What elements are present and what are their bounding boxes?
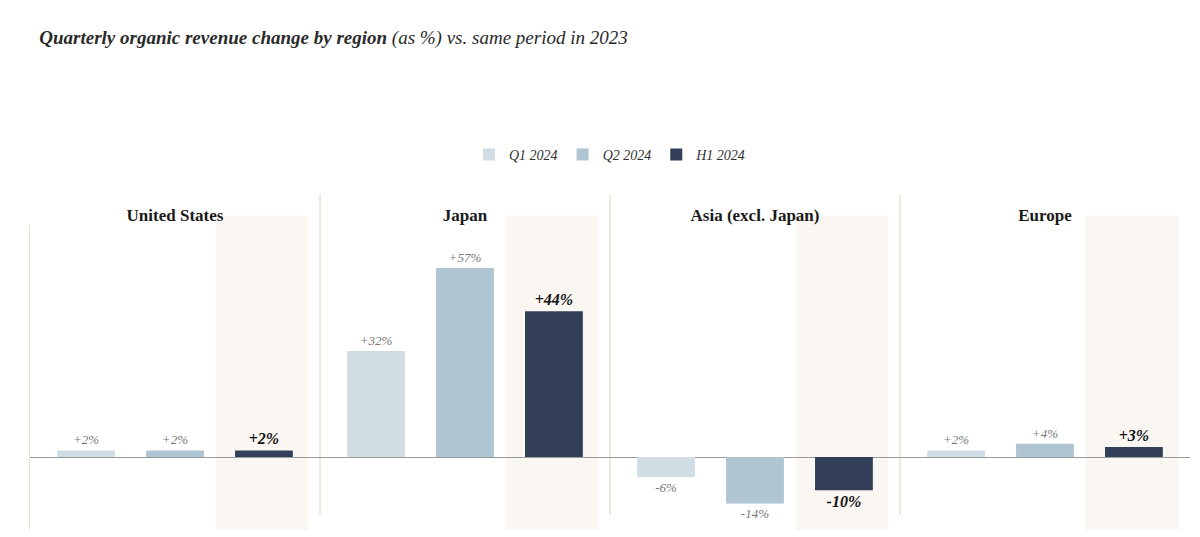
svg-text:Q2 2024: Q2 2024 bbox=[603, 148, 652, 163]
svg-text:+2%: +2% bbox=[73, 432, 99, 447]
svg-text:Europe: Europe bbox=[1018, 206, 1072, 225]
svg-text:Japan: Japan bbox=[443, 206, 488, 225]
svg-text:United States: United States bbox=[127, 206, 224, 225]
svg-text:+2%: +2% bbox=[943, 432, 969, 447]
svg-text:+32%: +32% bbox=[360, 333, 393, 348]
svg-text:+4%: +4% bbox=[1032, 426, 1058, 441]
svg-text:+2%: +2% bbox=[162, 432, 188, 447]
svg-text:-10%: -10% bbox=[827, 493, 862, 510]
svg-text:Quarterly organic revenue chan: Quarterly organic revenue change by regi… bbox=[39, 27, 627, 49]
svg-text:-6%: -6% bbox=[655, 480, 677, 495]
svg-text:+44%: +44% bbox=[535, 291, 573, 308]
svg-text:-14%: -14% bbox=[741, 506, 769, 521]
svg-text:Asia (excl. Japan): Asia (excl. Japan) bbox=[691, 206, 820, 225]
svg-text:+2%: +2% bbox=[249, 430, 279, 447]
svg-text:H1 2024: H1 2024 bbox=[695, 148, 745, 163]
svg-text:+57%: +57% bbox=[449, 250, 482, 265]
svg-text:+3%: +3% bbox=[1119, 427, 1149, 444]
svg-text:Q1 2024: Q1 2024 bbox=[509, 148, 558, 163]
